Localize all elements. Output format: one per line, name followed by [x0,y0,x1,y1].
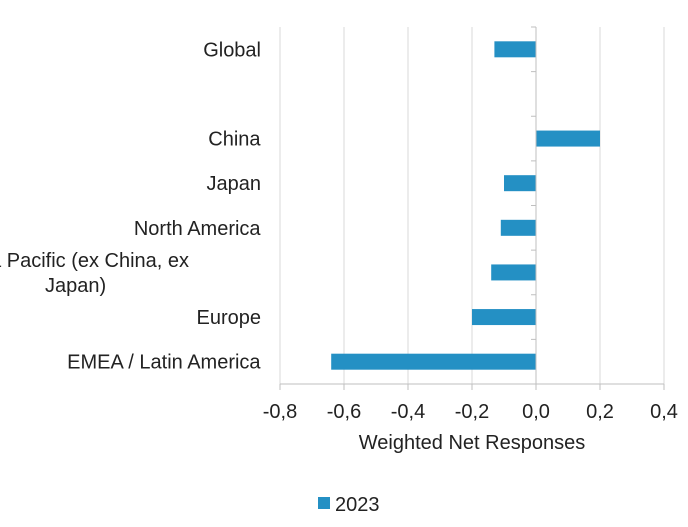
x-tick-label-5: 0,2 [586,401,614,423]
legend-label: 2023 [335,494,380,516]
x-tick-labels: -0,8 -0,6 -0,4 -0,2 0,0 0,2 0,4 [263,401,678,423]
category-label-7: EMEA / Latin America [67,352,261,374]
x-tick-label-6: 0,4 [650,401,678,423]
gridlines [279,27,665,384]
category-label-6: Europe [197,307,262,329]
bar-0 [494,41,536,58]
bar-6 [472,309,536,326]
bar-5 [491,264,536,281]
bars [331,41,600,370]
axes [279,26,665,390]
x-tick-label-0: -0,8 [263,401,297,423]
x-axis-title: Weighted Net Responses [359,432,585,454]
category-label-4: North America [134,218,262,240]
x-tick-label-4: 0,0 [522,401,550,423]
x-tick-label-1: -0,6 [327,401,361,423]
bar-7 [331,353,536,370]
bar-2 [536,130,600,147]
category-label-3: Japan [207,173,262,195]
category-label-2: China [208,129,261,151]
x-tick-label-2: -0,4 [391,401,425,423]
x-tick-label-3: -0,2 [455,401,489,423]
bar-3 [504,175,536,192]
category-labels: Global China Japan North America Asia Pacifi… [0,39,261,373]
category-label-0: Global [203,39,261,61]
bar-4 [500,219,536,236]
legend-swatch [318,497,330,509]
legend: 2023 [318,494,380,516]
